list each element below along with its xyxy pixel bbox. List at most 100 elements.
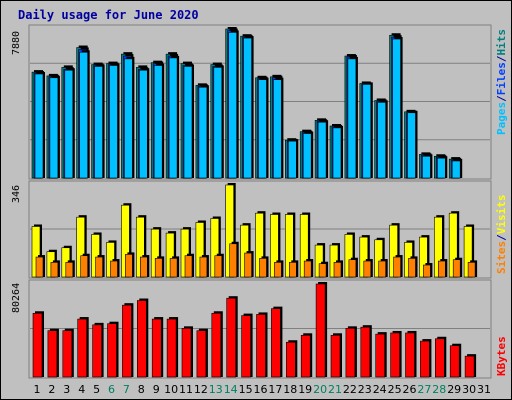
pages-bar: [407, 112, 416, 179]
kbytes-bar: [62, 330, 73, 378]
kbytes-bar: [107, 323, 117, 378]
visits-ymax-label: 346: [11, 185, 22, 203]
sites-bar: [214, 255, 223, 278]
pages-bar: [377, 102, 387, 179]
kbytes-bar: [405, 332, 415, 378]
x-tick-label: 21: [328, 383, 342, 396]
pages-bar: [302, 133, 312, 179]
pages-bar: [451, 160, 461, 179]
pages-bar: [124, 58, 133, 179]
pages-bar: [34, 73, 44, 179]
kbytes-bar: [47, 330, 58, 378]
visits-legend: Sites/Visits: [495, 195, 508, 275]
x-tick-label: 5: [93, 383, 100, 396]
x-tick-label: 31: [477, 383, 491, 396]
x-tick-label: 6: [108, 383, 115, 396]
x-tick-label: 10: [164, 383, 178, 396]
sites-bar: [288, 262, 297, 278]
pages-bar: [332, 127, 342, 179]
kbytes-bar: [464, 355, 475, 378]
kbytes-bar: [196, 330, 207, 378]
pages-bar: [183, 66, 193, 179]
pages-bar: [153, 65, 163, 179]
pages-bar: [436, 157, 446, 179]
kbytes-bar: [122, 304, 132, 378]
x-tick-label: 4: [78, 383, 85, 396]
kbytes-bar: [449, 345, 460, 378]
kbytes-bar: [32, 312, 43, 378]
x-tick-label: 15: [239, 383, 253, 396]
sites-bar: [229, 243, 237, 278]
pages-bar: [317, 121, 327, 179]
kbytes-bar: [330, 334, 341, 378]
pages-bar: [243, 37, 252, 179]
x-tick-label: 27: [417, 383, 431, 396]
pages-bar: [347, 58, 357, 179]
x-tick-label: 12: [194, 383, 208, 396]
kbytes-bar: [420, 340, 430, 378]
pages-bar: [168, 57, 178, 179]
x-tick-label: 24: [373, 383, 387, 396]
kbytes-bar: [211, 312, 222, 378]
kbytes-bar: [434, 338, 445, 378]
pages-bar: [109, 65, 118, 179]
x-tick-label: 18: [283, 383, 297, 396]
kbytes-bar: [226, 297, 236, 378]
sites-bar: [333, 262, 342, 278]
sites-bar: [65, 262, 74, 278]
x-tick-label: 17: [268, 383, 282, 396]
x-tick-label: 14: [224, 383, 238, 396]
x-tick-label: 29: [447, 383, 461, 396]
kbytes-bar: [241, 315, 251, 378]
x-tick-label: 23: [358, 383, 372, 396]
sites-bar: [318, 263, 327, 278]
sites-bar: [95, 256, 103, 278]
sites-bar: [50, 262, 59, 278]
pages-bar: [198, 86, 208, 179]
sites-bar: [140, 256, 148, 278]
sites-bar: [184, 255, 193, 278]
x-tick-label: 28: [432, 383, 446, 396]
x-tick-label: 13: [209, 383, 223, 396]
sites-bar: [199, 256, 208, 278]
sites-bar: [110, 260, 118, 278]
sites-bar: [348, 259, 357, 278]
x-tick-label: 8: [138, 383, 145, 396]
sites-bar: [303, 260, 312, 278]
sites-bar: [169, 258, 178, 278]
sites-bar: [408, 258, 416, 278]
x-tick-label: 11: [179, 383, 193, 396]
x-tick-label: 19: [298, 383, 312, 396]
kbytes-bar: [256, 314, 266, 378]
kbytes-bar: [360, 326, 371, 378]
sites-bar: [393, 256, 401, 278]
sites-bar: [378, 260, 387, 278]
kbytes-bar: [390, 332, 400, 378]
kbytes-bar: [151, 318, 162, 378]
pages-bar: [273, 79, 282, 179]
sites-bar: [35, 256, 44, 278]
kbytes-bar: [375, 333, 386, 378]
pages-bar: [79, 51, 88, 179]
sites-bar: [437, 260, 446, 278]
x-tick-label: 7: [123, 383, 130, 396]
sites-bar: [467, 262, 476, 278]
x-tick-label: 3: [63, 383, 70, 396]
x-tick-label: 25: [388, 383, 402, 396]
pages-bar: [422, 155, 431, 179]
x-tick-label: 1: [34, 383, 41, 396]
kbytes-bar: [271, 308, 281, 378]
x-tick-label: 16: [254, 383, 268, 396]
pages-bar: [139, 69, 148, 179]
x-tick-label: 26: [403, 383, 417, 396]
kbytes-legend: KBytes: [495, 336, 508, 376]
pages-bar: [94, 66, 103, 179]
sites-bar: [154, 258, 163, 278]
pages-bar: [64, 69, 74, 179]
x-tick-label: 9: [153, 383, 160, 396]
sites-bar: [125, 254, 133, 278]
pages-bar: [362, 84, 372, 179]
hits-legend: Pages/Files/Hits: [495, 29, 508, 135]
pages-bar: [258, 79, 267, 179]
